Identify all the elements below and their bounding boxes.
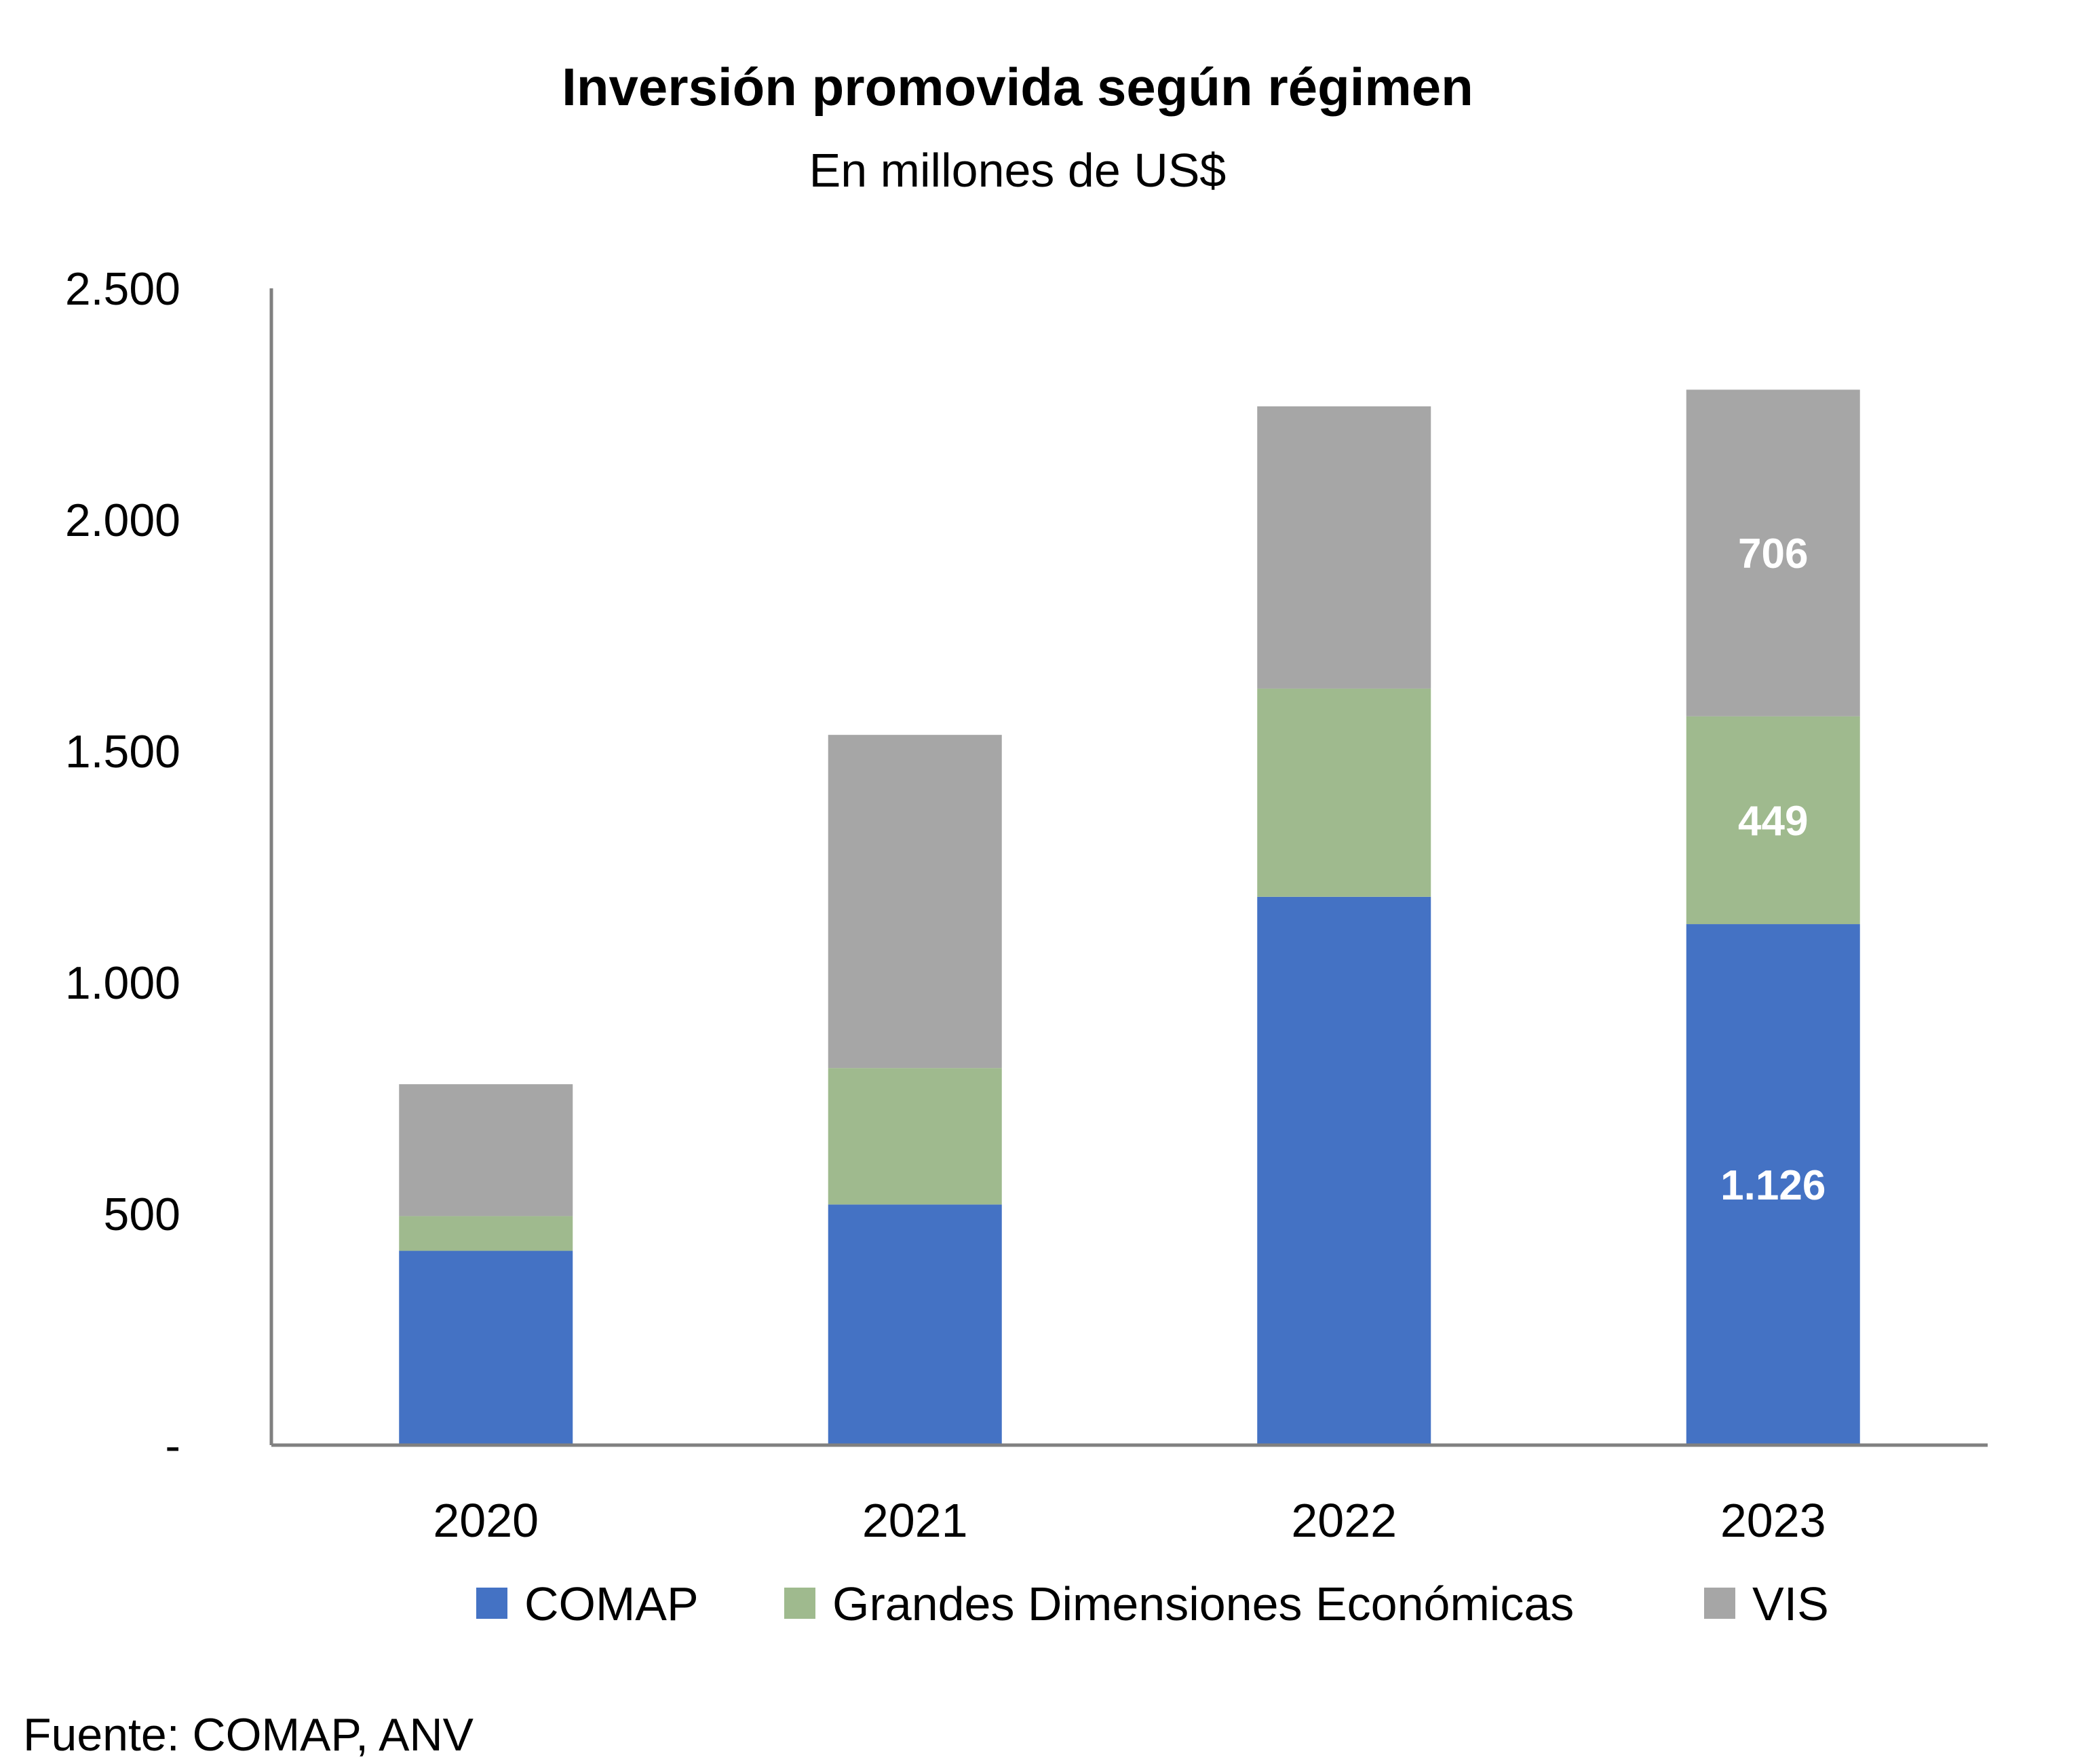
x-axis: 2020 2021 2022 2023 [271,1443,1988,1547]
y-tick-label: 2.500 [65,263,180,315]
bar-segment [1257,406,1431,689]
data-labels: 1.126 449 706 [1720,531,1826,1209]
y-axis: - 500 1.000 1.500 2.000 2.500 [65,263,273,1472]
legend-swatch [476,1588,507,1619]
bar-segment [1686,924,1860,1445]
bar-segment [1686,389,1860,716]
source-note: Fuente: COMAP, ANV [23,1709,474,1761]
bar-segment [1257,688,1431,897]
chart-subtitle: En millones de US$ [809,144,1227,197]
bar-segment [399,1084,573,1216]
y-tick-label: 2.000 [65,495,180,546]
bar-segment [828,735,1002,1069]
y-tick-label: 1.000 [65,957,180,1009]
bars [399,389,1860,1445]
bar-segment [1686,716,1860,925]
data-label: 1.126 [1720,1162,1826,1209]
legend-label: VIS [1752,1577,1829,1630]
legend-label: Grandes Dimensiones Económicas [832,1577,1574,1630]
x-tick-label: 2021 [862,1494,968,1547]
chart-title: Inversión promovida según régimen [562,57,1473,117]
legend-label: COMAP [524,1577,699,1630]
bar-segment [828,1204,1002,1445]
legend-swatch [1704,1588,1735,1619]
y-tick-label: - [165,1420,180,1472]
y-tick-label: 1.500 [65,726,180,778]
bar-segment [828,1068,1002,1205]
bar-segment [399,1250,573,1445]
bar-segment [399,1216,573,1251]
legend-swatch [784,1588,815,1619]
x-tick-label: 2022 [1291,1494,1397,1547]
x-tick-label: 2023 [1720,1494,1826,1547]
y-tick-label: 500 [104,1189,180,1240]
data-label: 449 [1738,798,1808,845]
legend: COMAP Grandes Dimensiones Económicas VIS [476,1577,1829,1630]
x-tick-label: 2020 [433,1494,539,1547]
data-label: 706 [1738,531,1808,577]
bar-segment [1257,896,1431,1445]
